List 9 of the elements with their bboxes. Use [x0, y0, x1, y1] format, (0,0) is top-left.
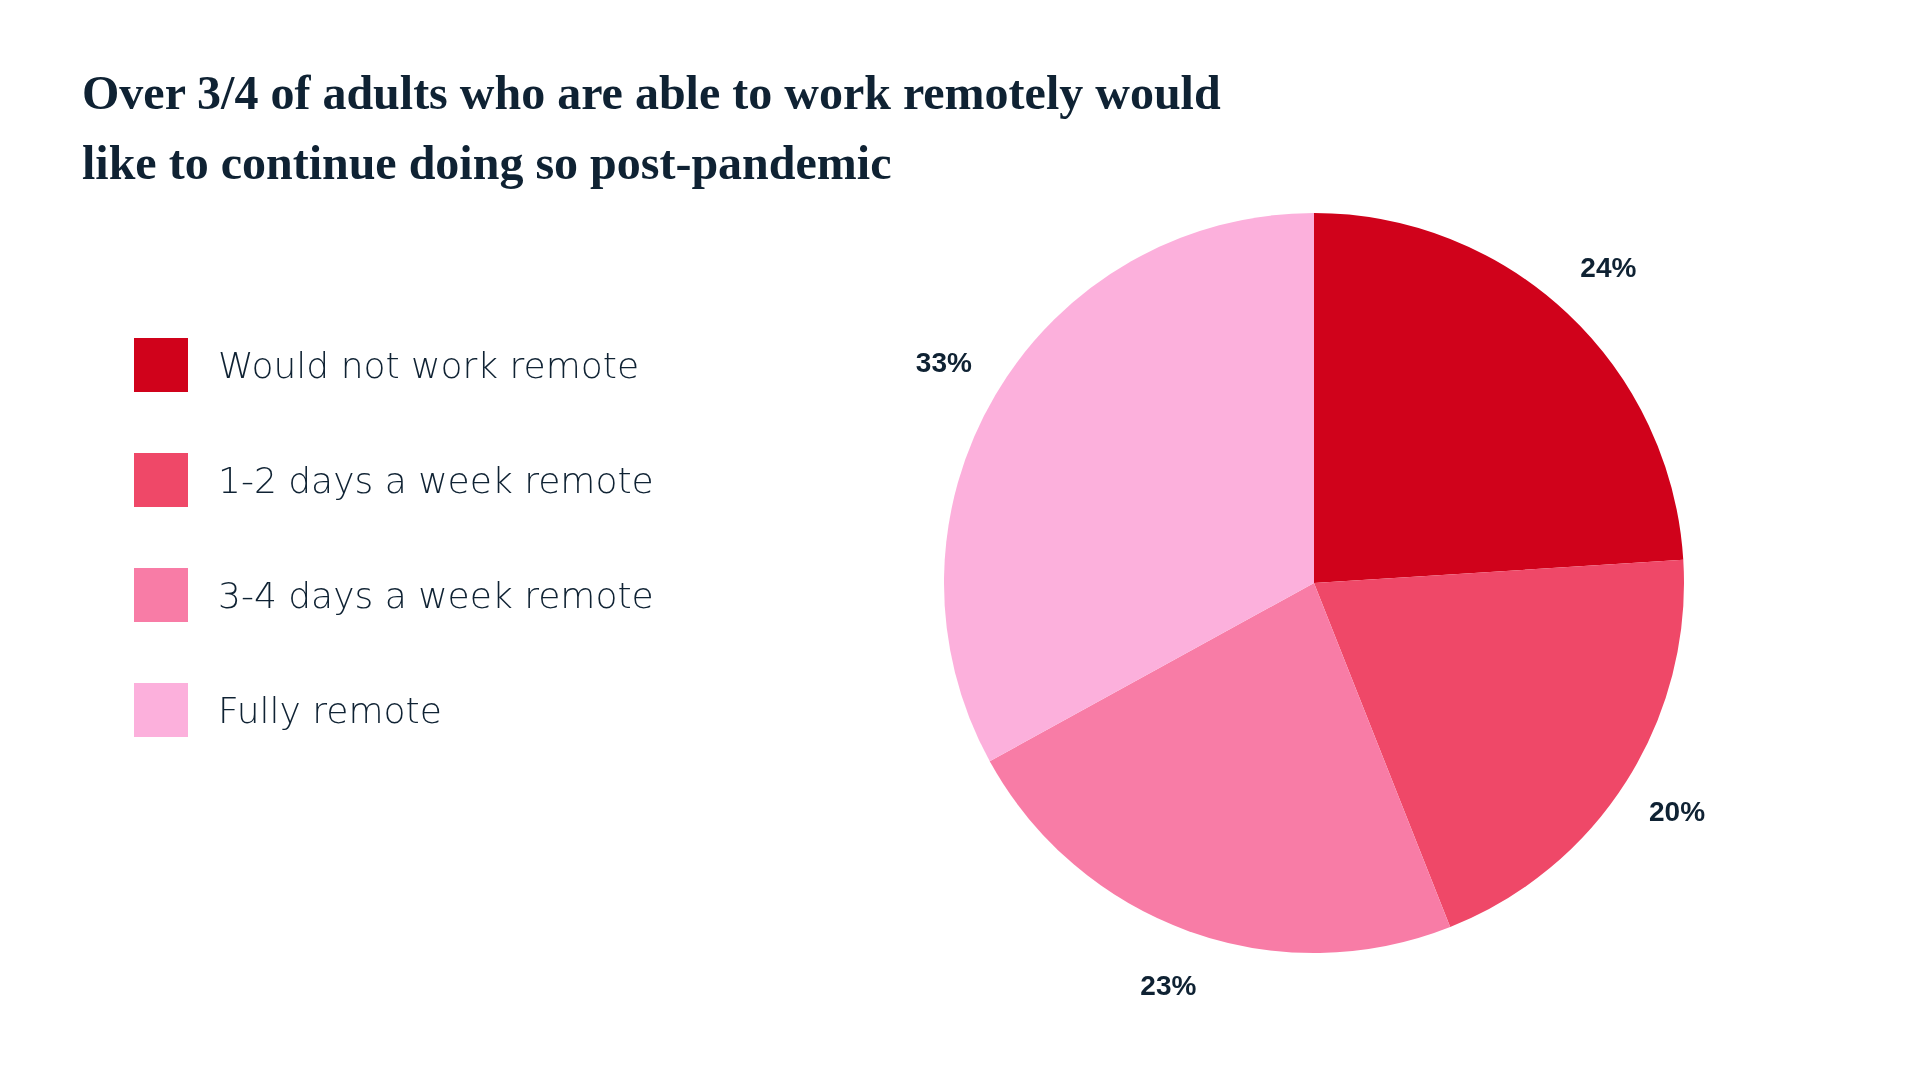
legend-label: 3-4 days a week remote	[218, 574, 654, 616]
legend-label: Fully remote	[218, 689, 442, 731]
legend-label: Would not work remote	[218, 344, 640, 386]
chart-title: Over 3/4 of adults who are able to work remotely would like to continue doing so post-pandemic	[82, 65, 1222, 191]
data-label: 33%	[915, 346, 972, 378]
data-label: 23%	[1140, 970, 1197, 1002]
data-label: 24%	[1580, 252, 1637, 284]
legend-label: 1-2 days a week remote	[218, 459, 654, 501]
data-label: 20%	[1649, 796, 1706, 828]
